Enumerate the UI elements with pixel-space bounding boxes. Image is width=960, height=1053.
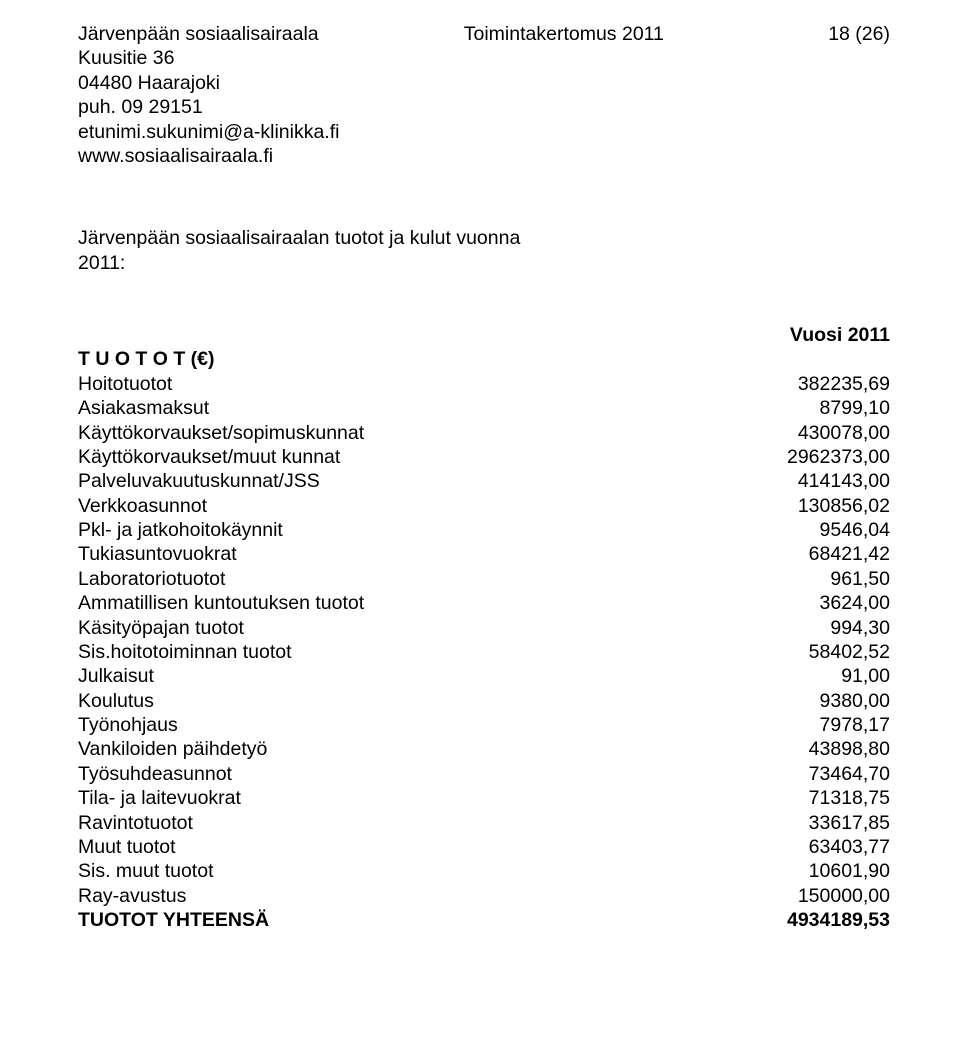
row-value: 91,00	[710, 664, 890, 688]
row-label: Työsuhdeasunnot	[78, 762, 710, 786]
row-label: Käsityöpajan tuotot	[78, 616, 710, 640]
row-label: Tila- ja laitevuokrat	[78, 786, 710, 810]
row-label: Tukiasuntovuokrat	[78, 542, 710, 566]
row-label: Palveluvakuutuskunnat/JSS	[78, 469, 710, 493]
row-value: 150000,00	[710, 884, 890, 908]
row-value: 9380,00	[710, 689, 890, 713]
section-title-line-1: Järvenpään sosiaalisairaalan tuotot ja k…	[78, 226, 890, 250]
table-row: Sis.hoitotoiminnan tuotot 58402,52	[78, 640, 890, 664]
email: etunimi.sukunimi@a-klinikka.fi	[78, 120, 339, 144]
row-value: 73464,70	[710, 762, 890, 786]
column-header-row: Vuosi 2011	[78, 323, 890, 347]
table-row: Verkkoasunnot 130856,02	[78, 494, 890, 518]
row-label: Vankiloiden päihdetyö	[78, 737, 710, 761]
row-value: 961,50	[710, 567, 890, 591]
total-label: TUOTOT YHTEENSÄ	[78, 908, 680, 932]
table-row: Ammatillisen kuntoutuksen tuotot 3624,00	[78, 591, 890, 615]
table-row: Palveluvakuutuskunnat/JSS 414143,00	[78, 469, 890, 493]
row-value: 3624,00	[710, 591, 890, 615]
row-value: 382235,69	[710, 372, 890, 396]
row-label: Käyttökorvaukset/sopimuskunnat	[78, 421, 710, 445]
row-value: 7978,17	[710, 713, 890, 737]
document-header: Järvenpään sosiaalisairaala Kuusitie 36 …	[78, 22, 890, 168]
row-label: Koulutus	[78, 689, 710, 713]
table-row: Työsuhdeasunnot 73464,70	[78, 762, 890, 786]
table-row: Koulutus 9380,00	[78, 689, 890, 713]
row-label: Ray-avustus	[78, 884, 710, 908]
row-label: Hoitotuotot	[78, 372, 710, 396]
row-value: 10601,90	[710, 859, 890, 883]
table-row: Julkaisut 91,00	[78, 664, 890, 688]
row-value: 33617,85	[710, 811, 890, 835]
category-row: T U O T O T (€)	[78, 347, 890, 371]
doc-title: Toimintakertomus 2011	[464, 22, 664, 46]
section-title: Järvenpään sosiaalisairaalan tuotot ja k…	[78, 226, 890, 275]
row-value: 43898,80	[710, 737, 890, 761]
table-row: Käsityöpajan tuotot 994,30	[78, 616, 890, 640]
table-row: Työnohjaus 7978,17	[78, 713, 890, 737]
table-row: Muut tuotot 63403,77	[78, 835, 890, 859]
column-header-spacer	[78, 323, 710, 347]
address-line-2: 04480 Haarajoki	[78, 71, 339, 95]
category-label: T U O T O T (€)	[78, 347, 710, 371]
category-value-empty	[710, 347, 890, 371]
row-value: 430078,00	[710, 421, 890, 445]
row-value: 71318,75	[710, 786, 890, 810]
org-name: Järvenpään sosiaalisairaala	[78, 22, 339, 46]
table-row: Tukiasuntovuokrat 68421,42	[78, 542, 890, 566]
table-row: Hoitotuotot 382235,69	[78, 372, 890, 396]
row-value: 9546,04	[710, 518, 890, 542]
row-label: Ravintotuotot	[78, 811, 710, 835]
table-row: Pkl- ja jatkohoitokäynnit 9546,04	[78, 518, 890, 542]
table-row: Käyttökorvaukset/muut kunnat 2962373,00	[78, 445, 890, 469]
row-value: 994,30	[710, 616, 890, 640]
table-row: Ray-avustus 150000,00	[78, 884, 890, 908]
table-row: Sis. muut tuotot 10601,90	[78, 859, 890, 883]
row-value: 2962373,00	[710, 445, 890, 469]
table-row: Käyttökorvaukset/sopimuskunnat 430078,00	[78, 421, 890, 445]
row-label: Asiakasmaksut	[78, 396, 710, 420]
row-label: Laboratoriotuotot	[78, 567, 710, 591]
row-value: 8799,10	[710, 396, 890, 420]
row-label: Julkaisut	[78, 664, 710, 688]
address-line-1: Kuusitie 36	[78, 46, 339, 70]
row-value: 130856,02	[710, 494, 890, 518]
column-header-year: Vuosi 2011	[710, 323, 890, 347]
phone: puh. 09 29151	[78, 95, 339, 119]
row-label: Työnohjaus	[78, 713, 710, 737]
row-value: 68421,42	[710, 542, 890, 566]
row-label: Muut tuotot	[78, 835, 710, 859]
section-title-line-2: 2011:	[78, 251, 890, 275]
website: www.sosiaalisairaala.fi	[78, 144, 339, 168]
row-label: Ammatillisen kuntoutuksen tuotot	[78, 591, 710, 615]
row-label: Pkl- ja jatkohoitokäynnit	[78, 518, 710, 542]
row-value: 58402,52	[710, 640, 890, 664]
table-row: Asiakasmaksut 8799,10	[78, 396, 890, 420]
total-row: TUOTOT YHTEENSÄ 4934189,53	[78, 908, 890, 932]
row-label: Verkkoasunnot	[78, 494, 710, 518]
row-value: 414143,00	[710, 469, 890, 493]
table-row: Laboratoriotuotot 961,50	[78, 567, 890, 591]
row-label: Sis.hoitotoiminnan tuotot	[78, 640, 710, 664]
row-label: Käyttökorvaukset/muut kunnat	[78, 445, 710, 469]
table-row: Vankiloiden päihdetyö 43898,80	[78, 737, 890, 761]
row-label: Sis. muut tuotot	[78, 859, 710, 883]
total-value: 4934189,53	[680, 908, 890, 932]
header-left-block: Järvenpään sosiaalisairaala Kuusitie 36 …	[78, 22, 339, 168]
table-row: Ravintotuotot 33617,85	[78, 811, 890, 835]
page-indicator: 18 (26)	[828, 22, 890, 46]
row-value: 63403,77	[710, 835, 890, 859]
table-row: Tila- ja laitevuokrat 71318,75	[78, 786, 890, 810]
page: Järvenpään sosiaalisairaala Kuusitie 36 …	[0, 0, 960, 1053]
income-table: Vuosi 2011 T U O T O T (€) Hoitotuotot 3…	[78, 323, 890, 932]
